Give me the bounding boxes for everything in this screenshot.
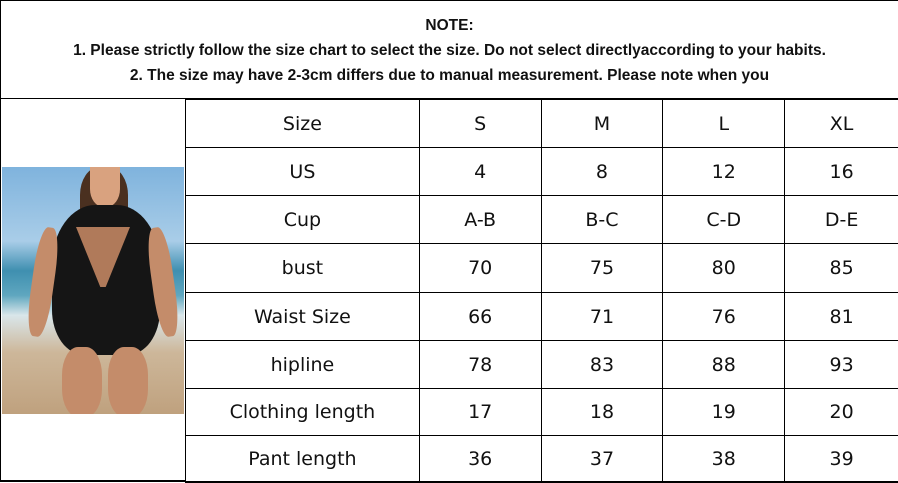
note-line-1: 1. Please strictly follow the size chart… bbox=[73, 38, 826, 63]
row-label: Size bbox=[186, 100, 420, 148]
table-cell: 17 bbox=[419, 389, 541, 436]
leg bbox=[62, 347, 102, 414]
table-cell: M bbox=[541, 100, 663, 148]
table-cell: 39 bbox=[785, 436, 898, 483]
note-box: NOTE: 1. Please strictly follow the size… bbox=[0, 0, 898, 99]
table-cell: 38 bbox=[663, 436, 785, 483]
table-cell: 20 bbox=[785, 389, 898, 436]
table-cell: 85 bbox=[785, 244, 898, 293]
table-cell: 37 bbox=[541, 436, 663, 483]
leg bbox=[108, 347, 148, 414]
table-cell: L bbox=[663, 100, 785, 148]
table-cell: 93 bbox=[785, 341, 898, 389]
table-cell: S bbox=[419, 100, 541, 148]
table-cell: 78 bbox=[419, 341, 541, 389]
row-label: Clothing length bbox=[186, 389, 420, 436]
swimsuit-model-photo bbox=[2, 167, 184, 414]
table-cell: 18 bbox=[541, 389, 663, 436]
note-line-2: 2. The size may have 2-3cm differs due t… bbox=[130, 63, 769, 88]
table-cell: 83 bbox=[541, 341, 663, 389]
table-cell: B-C bbox=[541, 196, 663, 244]
table-cell: 71 bbox=[541, 293, 663, 341]
note-title: NOTE: bbox=[425, 13, 473, 38]
table-cell: 76 bbox=[663, 293, 785, 341]
table-cell: 66 bbox=[419, 293, 541, 341]
face bbox=[90, 167, 120, 207]
row-label: Cup bbox=[186, 196, 420, 244]
table-cell: A-B bbox=[419, 196, 541, 244]
row-label: Waist Size bbox=[186, 293, 420, 341]
table-cell: 81 bbox=[785, 293, 898, 341]
table-cell: 19 bbox=[663, 389, 785, 436]
table-cell: 88 bbox=[663, 341, 785, 389]
table-cell: 4 bbox=[419, 148, 541, 196]
table-cell: 16 bbox=[785, 148, 898, 196]
table-cell: 12 bbox=[663, 148, 785, 196]
table-cell: C-D bbox=[663, 196, 785, 244]
table-cell: D-E bbox=[785, 196, 898, 244]
table-cell: 36 bbox=[419, 436, 541, 483]
table-cell: 80 bbox=[663, 244, 785, 293]
row-label: Pant length bbox=[186, 436, 420, 483]
table-cell: 70 bbox=[419, 244, 541, 293]
table-cell: 75 bbox=[541, 244, 663, 293]
row-label: bust bbox=[186, 244, 420, 293]
row-label: US bbox=[186, 148, 420, 196]
row-label: hipline bbox=[186, 341, 420, 389]
table-cell: 8 bbox=[541, 148, 663, 196]
table-cell: XL bbox=[785, 100, 898, 148]
